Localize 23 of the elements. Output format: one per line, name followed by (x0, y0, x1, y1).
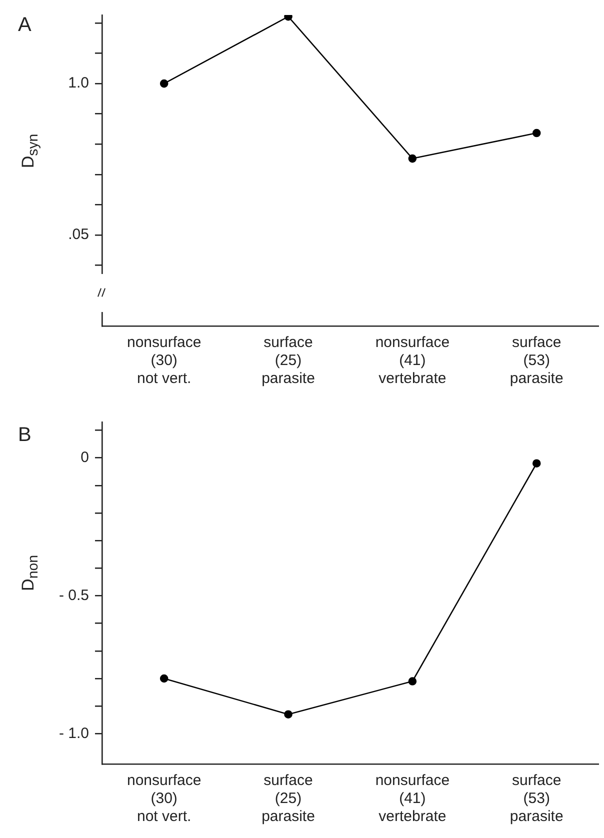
y-tick-label: 1.0 (68, 74, 89, 92)
y-tick-label: 0 (80, 448, 89, 466)
x-tick-label: surface (53) parasite (510, 334, 564, 388)
y-tick-label: .05 (68, 226, 89, 244)
point (532, 459, 541, 468)
x-tick-label: surface (25) parasite (262, 334, 315, 388)
point (284, 710, 292, 719)
x-tick-label: nonsurface (41) vertebrate (375, 772, 450, 826)
point (160, 674, 168, 683)
x-tick-label: surface (25) parasite (262, 772, 315, 826)
x-tick-label: surface (53) parasite (510, 772, 564, 826)
y-tick-label: - 0.5 (58, 586, 89, 604)
x-tick-label: nonsurface (30) not vert. (126, 334, 202, 388)
point (532, 128, 541, 138)
point (408, 677, 417, 686)
point (408, 154, 417, 163)
y-tick-label: - 1.0 (58, 724, 89, 742)
text: A (18, 14, 32, 37)
x-tick-label: nonsurface (41) vertebrate (375, 334, 450, 388)
x-tick-label: nonsurface (30) not vert. (126, 772, 202, 826)
point (284, 15, 292, 21)
text: B (18, 424, 32, 447)
point (160, 79, 168, 88)
